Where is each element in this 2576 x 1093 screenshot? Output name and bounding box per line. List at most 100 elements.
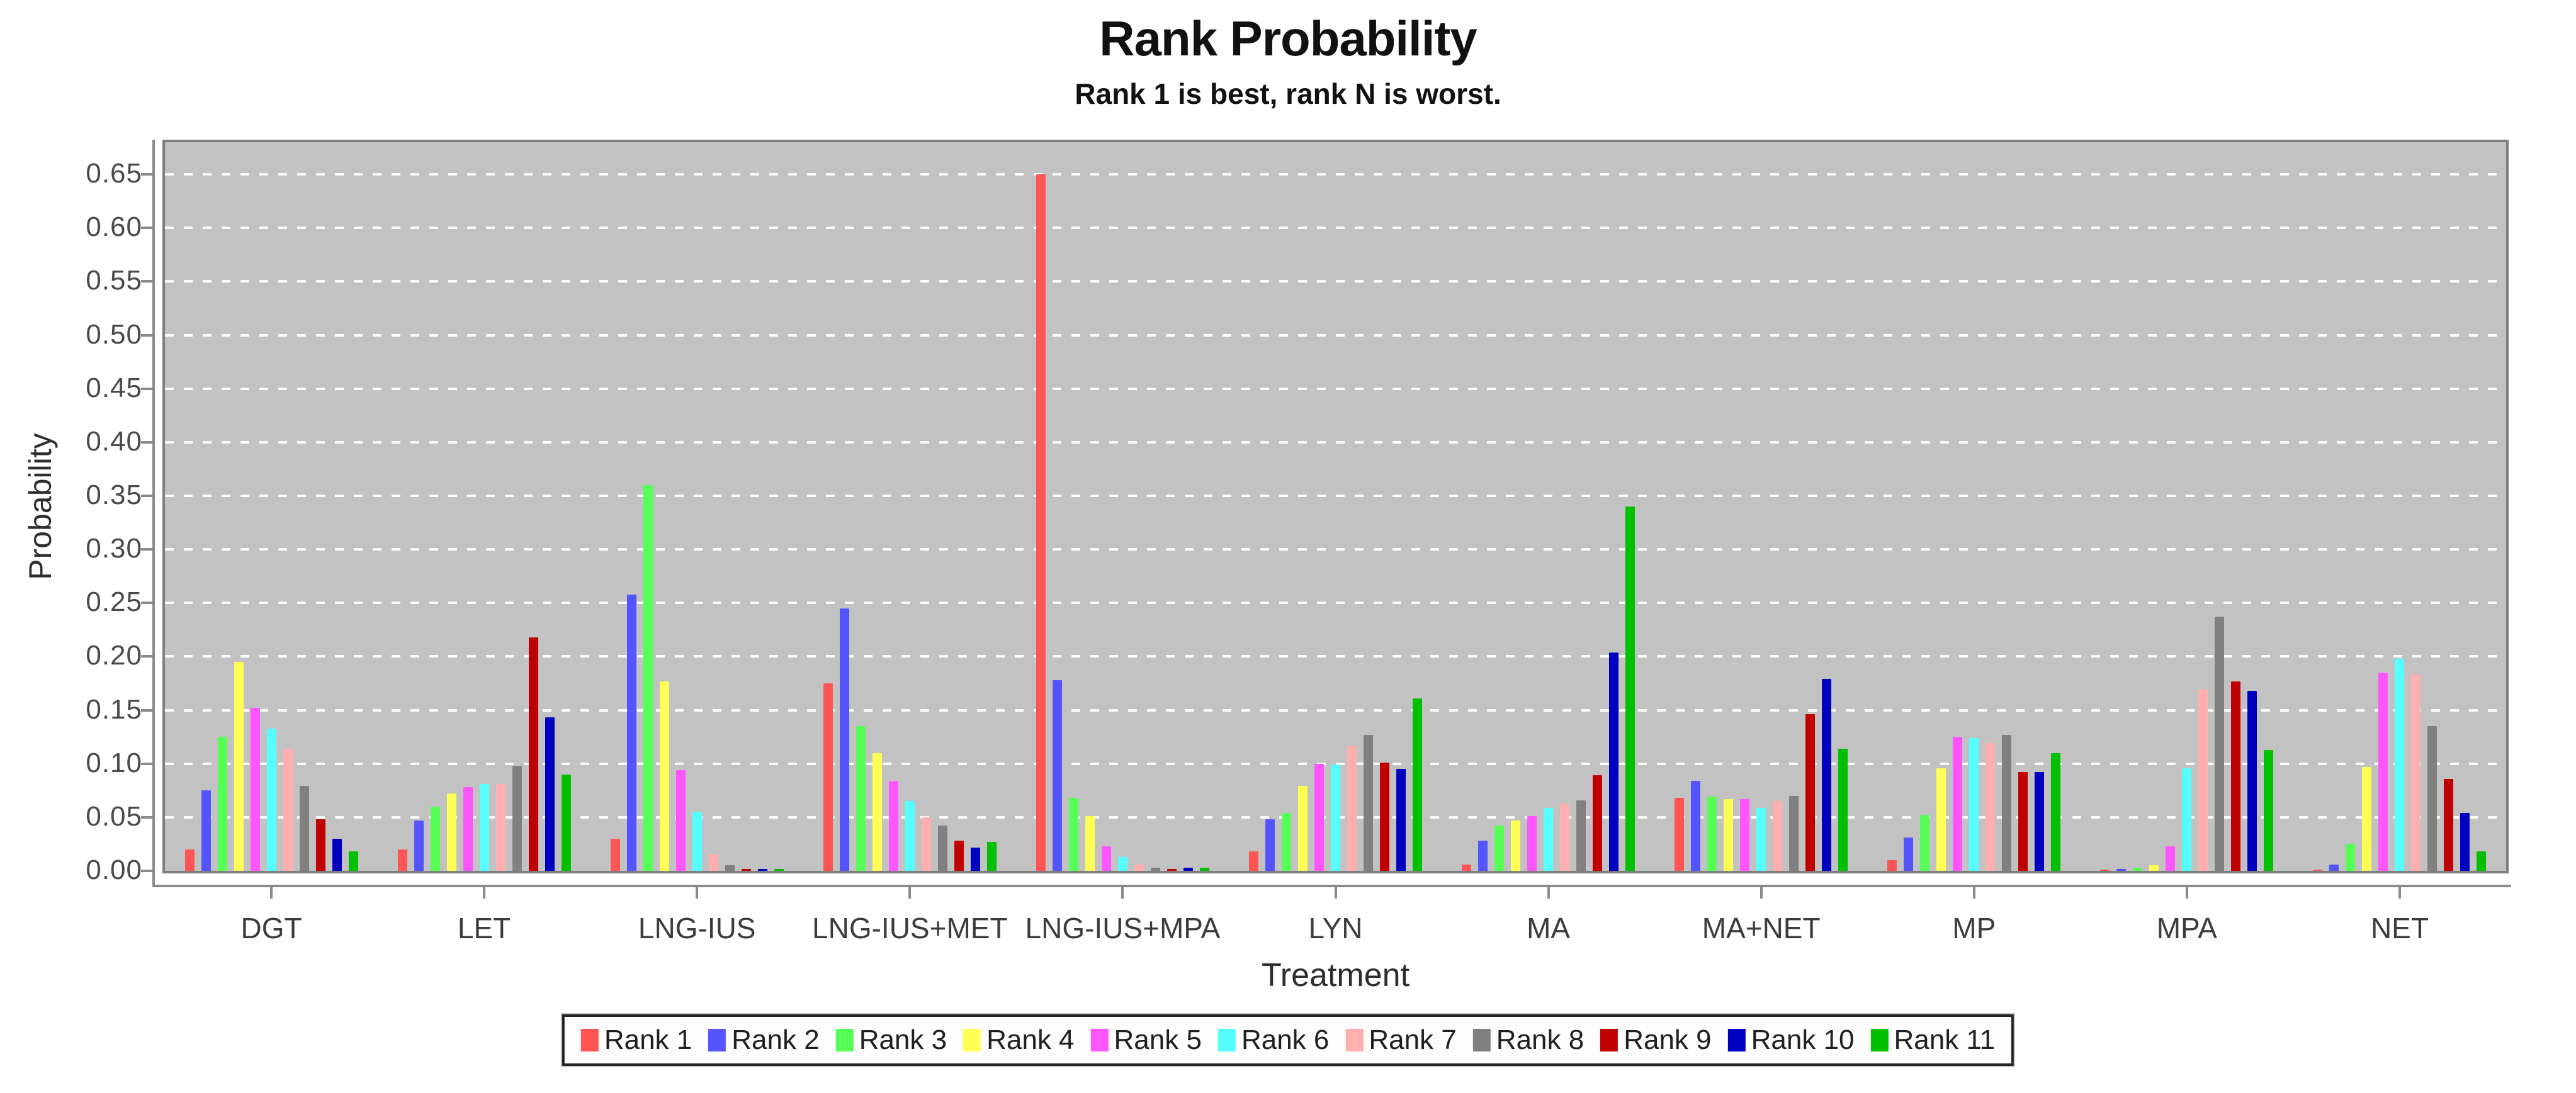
- bar-rank-7: [1347, 746, 1357, 871]
- legend-item-rank-4: Rank 4: [963, 1024, 1075, 1056]
- bar-rank-10: [2035, 772, 2045, 871]
- bar-rank-2: [1478, 841, 1488, 871]
- legend: Rank 1 Rank 2 Rank 3 Rank 4 Rank 5 Rank 6 Rank…: [562, 1014, 2014, 1066]
- bar-rank-7: [2411, 675, 2421, 871]
- y-tick-mark: [141, 334, 152, 337]
- y-tick-label: 0.40: [86, 425, 142, 457]
- x-axis-line: [152, 885, 2511, 887]
- bar-rank-3: [1494, 826, 1505, 871]
- bar-rank-8: [1789, 796, 1799, 871]
- bar-rank-2: [1691, 781, 1701, 871]
- bar-group-lyn: [1229, 142, 1442, 871]
- bar-rank-9: [2018, 772, 2028, 871]
- legend-swatch: [1090, 1029, 1109, 1051]
- bar-rank-4: [446, 793, 456, 871]
- bar-rank-7: [708, 854, 718, 871]
- bar-rank-7: [1986, 743, 1996, 871]
- gridline: [165, 602, 2506, 605]
- legend-item-label: Rank 5: [1114, 1024, 1202, 1055]
- bar-rank-2: [2329, 865, 2339, 871]
- bar-rank-6: [479, 784, 489, 871]
- x-tick-mark: [2398, 885, 2401, 899]
- bar-rank-10: [970, 848, 980, 871]
- bar-rank-6: [1969, 738, 1979, 871]
- bar-rank-1: [823, 683, 833, 871]
- y-tick-mark: [141, 280, 152, 283]
- category-label: MA: [1527, 912, 1571, 944]
- category-label: MPA: [2156, 912, 2217, 944]
- bar-rank-11: [561, 775, 571, 871]
- bar-group-lng-ius-mpa: [1016, 142, 1229, 871]
- legend-item-rank-1: Rank 1: [580, 1024, 692, 1056]
- bar-rank-6: [1117, 857, 1127, 871]
- y-tick-label: 0.35: [86, 479, 142, 510]
- category-label: DGT: [240, 912, 302, 944]
- y-tick-label: 0.30: [86, 533, 142, 564]
- legend-swatch: [1870, 1029, 1889, 1051]
- bar-rank-3: [430, 807, 440, 871]
- bar-rank-11: [1199, 868, 1209, 871]
- bar-rank-2: [1904, 838, 1914, 871]
- bar-rank-6: [1756, 808, 1766, 871]
- bar-rank-8: [1576, 800, 1586, 871]
- y-tick-mark: [141, 655, 152, 658]
- bar-rank-9: [528, 637, 538, 871]
- bar-rank-10: [2247, 691, 2257, 871]
- category-label: MP: [1952, 912, 1996, 944]
- bar-rank-4: [1085, 816, 1095, 871]
- legend-item-label: Rank 10: [1751, 1024, 1855, 1055]
- legend-swatch: [1600, 1029, 1618, 1051]
- y-tick-mark: [141, 173, 152, 176]
- bar-rank-8: [512, 766, 522, 871]
- bar-rank-2: [2116, 869, 2127, 871]
- y-tick-label: 0.65: [86, 158, 142, 189]
- bar-rank-9: [1593, 775, 1603, 871]
- bar-rank-9: [2444, 779, 2454, 871]
- bar-rank-5: [1953, 737, 1963, 871]
- y-tick-label: 0.60: [86, 211, 142, 243]
- x-tick-mark: [2185, 885, 2188, 899]
- y-tick-mark: [141, 709, 152, 712]
- bar-rank-9: [1805, 714, 1816, 871]
- bar-rank-8: [1364, 735, 1374, 871]
- bar-rank-1: [397, 849, 407, 871]
- bar-rank-10: [1396, 769, 1406, 871]
- y-tick-mark: [141, 602, 152, 605]
- bar-rank-8: [1150, 868, 1160, 871]
- gridline: [165, 173, 2506, 176]
- bar-rank-4: [2149, 865, 2159, 871]
- legend-item-rank-2: Rank 2: [708, 1024, 820, 1056]
- category-label: NET: [2370, 912, 2429, 944]
- legend-swatch: [708, 1029, 726, 1051]
- bar-rank-11: [348, 851, 358, 871]
- y-tick-label: 0.25: [86, 586, 142, 618]
- x-tick-mark: [1547, 885, 1550, 899]
- bar-rank-3: [643, 485, 653, 871]
- bar-rank-11: [2051, 753, 2061, 871]
- y-tick-label: 0.55: [86, 265, 142, 296]
- bar-rank-9: [954, 841, 964, 871]
- x-tick-mark: [1760, 885, 1763, 899]
- gridline: [165, 227, 2506, 230]
- bar-rank-1: [184, 849, 195, 871]
- category-label: LNG-IUS+MPA: [1025, 912, 1221, 944]
- plot-area: [162, 140, 2509, 873]
- y-tick-label: 0.10: [86, 747, 142, 778]
- bar-rank-4: [2362, 767, 2372, 871]
- legend-item-rank-6: Rank 6: [1217, 1024, 1329, 1056]
- legend-item-label: Rank 11: [1894, 1024, 1996, 1055]
- category-label: MA+NET: [1702, 912, 1821, 944]
- legend-item-rank-11: Rank 11: [1870, 1024, 1996, 1056]
- bar-rank-6: [266, 729, 276, 871]
- bar-rank-11: [2477, 851, 2487, 871]
- bar-rank-5: [1527, 816, 1537, 871]
- bar-group-ma: [1442, 142, 1655, 871]
- bar-rank-10: [545, 717, 555, 871]
- x-tick-mark: [270, 885, 273, 899]
- bar-rank-8: [725, 865, 735, 871]
- y-tick-mark: [141, 387, 152, 390]
- bar-rank-1: [1675, 798, 1685, 871]
- y-tick-mark: [141, 227, 152, 230]
- bar-rank-5: [1740, 799, 1750, 871]
